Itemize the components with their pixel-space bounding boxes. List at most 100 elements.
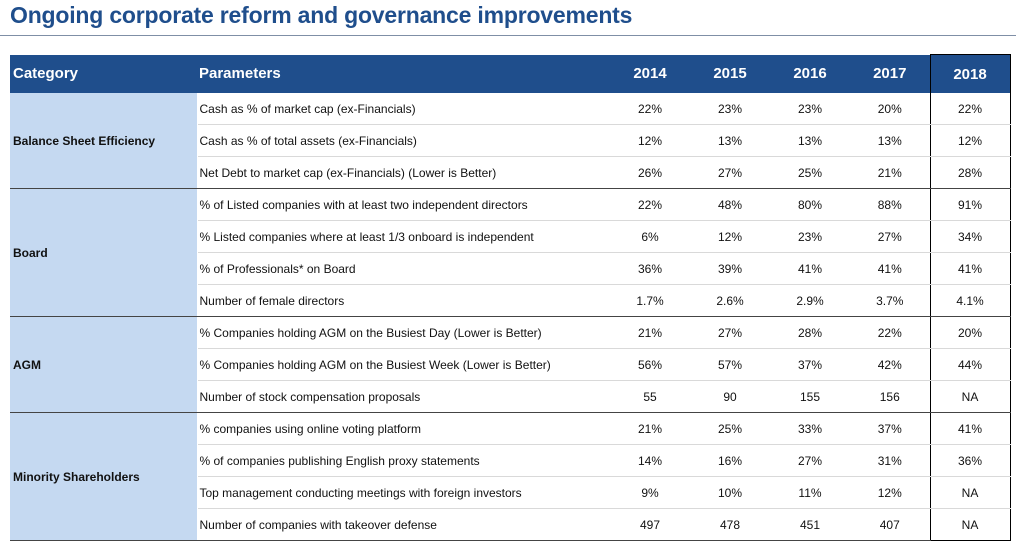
value-cell: 36% xyxy=(929,444,1011,477)
table-row: Top management conducting meetings with … xyxy=(10,476,1011,509)
value-cell: 23% xyxy=(690,93,770,125)
value-cell: 88% xyxy=(850,188,930,221)
value-cell: 451 xyxy=(770,508,850,541)
value-cell: 56% xyxy=(610,348,690,381)
category-cell: AGM xyxy=(10,316,198,413)
value-cell: 2.6% xyxy=(690,284,770,317)
value-cell: 41% xyxy=(770,252,850,285)
parameter-cell: Cash as % of total assets (ex-Financials… xyxy=(197,124,610,157)
category-cell: Minority Shareholders xyxy=(10,412,198,541)
table-row: % Listed companies where at least 1/3 on… xyxy=(10,220,1011,253)
governance-table: Category Parameters 2014 2015 2016 2017 … xyxy=(10,54,1011,541)
value-cell: 20% xyxy=(850,93,930,125)
parameter-cell: % Listed companies where at least 1/3 on… xyxy=(197,220,610,253)
category-cell: Board xyxy=(10,188,198,317)
value-cell: 41% xyxy=(929,412,1011,445)
table-row: Board% of Listed companies with at least… xyxy=(10,188,1011,317)
value-cell: 37% xyxy=(770,348,850,381)
value-cell: 37% xyxy=(850,412,930,445)
value-cell: 23% xyxy=(770,93,850,125)
value-cell: 11% xyxy=(770,476,850,509)
value-cell: 41% xyxy=(850,252,930,285)
value-cell: 22% xyxy=(610,93,690,125)
header-row: Category Parameters 2014 2015 2016 2017 … xyxy=(10,54,1011,93)
parameter-cell: % of Listed companies with at least two … xyxy=(197,188,610,221)
value-cell: 12% xyxy=(690,220,770,253)
value-cell: 25% xyxy=(770,156,850,189)
value-cell: 27% xyxy=(850,220,930,253)
value-cell: 12% xyxy=(850,476,930,509)
category-cell: Balance Sheet Efficiency xyxy=(10,93,198,189)
table-row: Cash as % of total assets (ex-Financials… xyxy=(10,124,1011,157)
value-cell: 10% xyxy=(690,476,770,509)
value-cell: 34% xyxy=(929,220,1011,253)
value-cell: 21% xyxy=(610,412,690,445)
value-cell: 42% xyxy=(850,348,930,381)
header-year-2015: 2015 xyxy=(690,54,770,93)
value-cell: 39% xyxy=(690,252,770,285)
parameter-cell: % companies using online voting platform xyxy=(197,412,610,445)
table-header: Category Parameters 2014 2015 2016 2017 … xyxy=(10,54,1011,93)
parameter-cell: Number of stock compensation proposals xyxy=(197,380,610,413)
value-cell: 16% xyxy=(690,444,770,477)
table-body: Balance Sheet Efficiency Cash as % of mar… xyxy=(10,93,1011,541)
value-cell: 21% xyxy=(850,156,930,189)
value-cell: 4.1% xyxy=(929,284,1011,317)
value-cell: 3.7% xyxy=(850,284,930,317)
parameter-cell: % of Professionals* on Board xyxy=(197,252,610,285)
value-cell: 22% xyxy=(929,93,1011,125)
table-row: Number of female directors 1.7% 2.6% 2.9% 3.… xyxy=(10,284,1011,317)
value-cell: 27% xyxy=(690,316,770,349)
table-row: % of Professionals* on Board 36% 39% 41% 41%… xyxy=(10,252,1011,285)
parameter-cell: % Companies holding AGM on the Busiest D… xyxy=(197,316,610,349)
value-cell: 14% xyxy=(610,444,690,477)
header-year-2018: 2018 xyxy=(929,54,1011,93)
value-cell: 55 xyxy=(610,380,690,413)
header-year-2017: 2017 xyxy=(850,54,930,93)
value-cell: 27% xyxy=(770,444,850,477)
table-row: Number of companies with takeover defens… xyxy=(10,508,1011,541)
value-cell: 26% xyxy=(610,156,690,189)
value-cell: 9% xyxy=(610,476,690,509)
parameter-cell: Number of companies with takeover defens… xyxy=(197,508,610,541)
value-cell: 25% xyxy=(690,412,770,445)
value-cell: 31% xyxy=(850,444,930,477)
value-cell: NA xyxy=(929,476,1011,509)
table-row: % of companies publishing English proxy … xyxy=(10,444,1011,477)
header-year-2014: 2014 xyxy=(610,54,690,93)
value-cell: 44% xyxy=(929,348,1011,381)
value-cell: 478 xyxy=(690,508,770,541)
parameter-cell: Number of female directors xyxy=(197,284,610,317)
value-cell: 20% xyxy=(929,316,1011,349)
value-cell: 23% xyxy=(770,220,850,253)
value-cell: 27% xyxy=(690,156,770,189)
value-cell: 13% xyxy=(770,124,850,157)
value-cell: 1.7% xyxy=(610,284,690,317)
value-cell: 33% xyxy=(770,412,850,445)
header-parameters: Parameters xyxy=(197,54,610,93)
value-cell: 28% xyxy=(770,316,850,349)
title-divider xyxy=(0,35,1016,36)
parameter-cell: Net Debt to market cap (ex-Financials) (… xyxy=(197,156,610,189)
value-cell: 21% xyxy=(610,316,690,349)
value-cell: 156 xyxy=(850,380,930,413)
value-cell: 6% xyxy=(610,220,690,253)
value-cell: 2.9% xyxy=(770,284,850,317)
table-row: AGM% Companies holding AGM on the Busies… xyxy=(10,316,1011,413)
parameter-cell: Top management conducting meetings with … xyxy=(197,476,610,509)
table-row: Net Debt to market cap (ex-Financials) (… xyxy=(10,156,1011,189)
value-cell: NA xyxy=(929,380,1011,413)
value-cell: NA xyxy=(929,508,1011,541)
value-cell: 57% xyxy=(690,348,770,381)
value-cell: 12% xyxy=(610,124,690,157)
parameter-cell: % of companies publishing English proxy … xyxy=(197,444,610,477)
value-cell: 91% xyxy=(929,188,1011,221)
value-cell: 13% xyxy=(690,124,770,157)
value-cell: 497 xyxy=(610,508,690,541)
value-cell: 407 xyxy=(850,508,930,541)
value-cell: 12% xyxy=(929,124,1011,157)
table-row: Number of stock compensation proposals 55… xyxy=(10,380,1011,413)
value-cell: 41% xyxy=(929,252,1011,285)
header-category: Category xyxy=(10,54,197,93)
header-year-2016: 2016 xyxy=(770,54,850,93)
